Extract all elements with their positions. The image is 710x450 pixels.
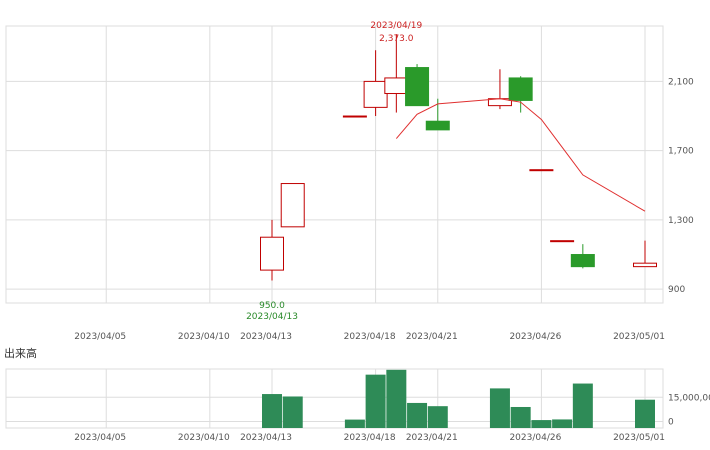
volume-bar — [531, 420, 552, 428]
low-value-label: 950.0 — [259, 301, 285, 311]
volume-bar — [510, 406, 531, 428]
candle-body — [508, 77, 533, 101]
candle — [342, 115, 367, 118]
candle — [280, 183, 305, 228]
volume-x-tick-label: 2023/04/10 — [178, 433, 230, 443]
price-x-tick-label: 2023/05/01 — [613, 332, 665, 342]
candle-body — [384, 77, 409, 95]
price-x-tick-label: 2023/04/21 — [406, 332, 458, 342]
volume-bar — [427, 406, 448, 428]
candle — [508, 76, 533, 113]
volume-title: 出来高 — [4, 346, 37, 360]
candle-body — [363, 80, 388, 108]
price-x-tick-label: 2023/04/26 — [509, 332, 561, 342]
candle-body — [529, 169, 554, 172]
price-x-tick-label: 2023/04/13 — [240, 332, 292, 342]
volume-x-tick-label: 2023/04/26 — [509, 433, 561, 443]
volume-bar — [552, 419, 573, 428]
candle-body — [260, 236, 284, 271]
volume-y-axis: 0 15,000,00 — [668, 393, 710, 427]
volume-bar — [262, 394, 282, 428]
volume-bar — [635, 399, 655, 428]
low-date-label: 2023/04/13 — [246, 312, 298, 322]
volume-bar — [386, 369, 407, 428]
candle — [260, 219, 284, 281]
volume-x-tick-label: 2023/04/05 — [74, 433, 126, 443]
candle — [363, 50, 388, 117]
price-x-tick-label: 2023/04/10 — [178, 332, 230, 342]
price-annotations: 2023/04/19 2,373.0 950.0 2023/04/13 — [246, 21, 422, 322]
candle — [529, 169, 554, 172]
candle-body — [280, 183, 305, 228]
high-date-label: 2023/04/19 — [370, 21, 422, 31]
volume-bar — [407, 402, 428, 428]
candle-body — [342, 115, 367, 118]
price-y-axis: 900 1,300 1,700 2,100 — [668, 77, 694, 295]
candle — [570, 244, 595, 269]
price-y-tick-label: 2,100 — [668, 77, 694, 87]
candle-body — [633, 262, 657, 268]
volume-bar-series — [262, 369, 655, 428]
candle — [405, 64, 430, 107]
candle — [384, 34, 409, 113]
candle-body — [425, 120, 450, 131]
price-x-axis: 2023/04/05 2023/04/10 2023/04/13 2023/04/18… — [74, 332, 665, 342]
price-plot-area — [5, 25, 664, 304]
volume-y-tick-label: 15,000,00 — [668, 393, 710, 403]
price-y-tick-label: 1,700 — [668, 147, 694, 157]
price-x-tick-label: 2023/04/05 — [74, 332, 126, 342]
high-value-label: 2,373.0 — [379, 34, 414, 44]
price-x-tick-label: 2023/04/18 — [344, 332, 396, 342]
volume-y-tick-label: 0 — [668, 418, 674, 428]
volume-x-tick-label: 2023/05/01 — [613, 433, 665, 443]
candle-body — [570, 254, 595, 268]
volume-bar — [365, 374, 386, 428]
volume-x-tick-label: 2023/04/18 — [344, 433, 396, 443]
candle — [633, 240, 657, 268]
candle-body — [550, 240, 575, 243]
candle-body — [405, 67, 430, 107]
volume-bar — [489, 388, 510, 428]
price-grid — [6, 26, 663, 303]
volume-x-axis: 2023/04/05 2023/04/10 2023/04/13 2023/04/18… — [74, 433, 665, 443]
volume-bar — [344, 419, 365, 428]
volume-x-tick-label: 2023/04/21 — [406, 433, 458, 443]
moving-average-line — [395, 98, 646, 212]
volume-bar — [282, 396, 303, 428]
price-y-tick-label: 900 — [668, 285, 685, 295]
volume-x-tick-label: 2023/04/13 — [240, 433, 292, 443]
volume-bar — [572, 383, 593, 428]
candle — [550, 240, 575, 243]
candlestick-series — [260, 34, 657, 281]
volume-plot-area — [5, 368, 664, 429]
price-y-tick-label: 1,300 — [668, 216, 694, 226]
